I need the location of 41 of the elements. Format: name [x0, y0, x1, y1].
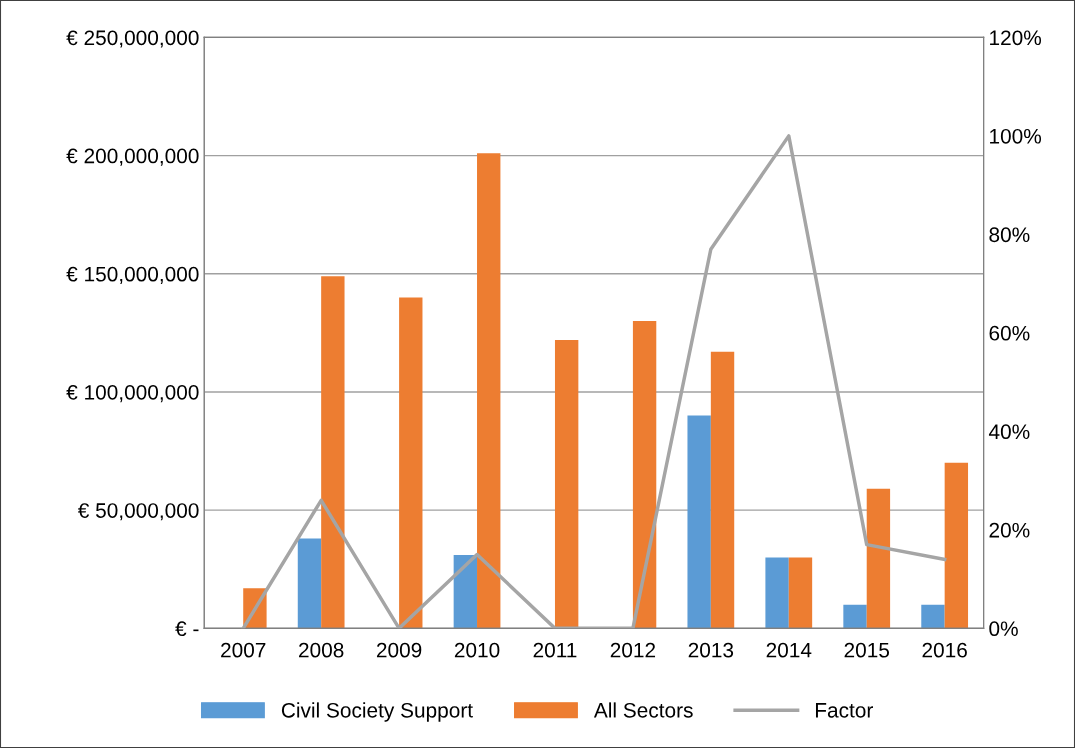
y-tick-label: € 150,000,000	[66, 266, 199, 284]
bar	[453, 555, 478, 629]
y-tick-label: € 200,000,000	[66, 148, 199, 166]
bar	[866, 488, 891, 629]
bar	[765, 557, 789, 629]
y-tick-label: € 100,000,000	[66, 384, 199, 403]
x-tick-label: 2008	[299, 642, 344, 658]
x-tick-label: 2007	[221, 642, 266, 658]
bar	[399, 297, 423, 629]
legend-label: All Sectors	[593, 702, 693, 718]
y2-tick-label: 120%	[990, 30, 1042, 46]
bar	[788, 557, 813, 629]
bar	[921, 604, 945, 629]
y-tick-label: € -	[175, 621, 199, 637]
y2-tick-label: 20%	[989, 522, 1030, 538]
x-tick-label: 2015	[844, 642, 890, 658]
x-tick-label: 2014	[766, 642, 812, 658]
y-tick-label: € 50,000,000	[77, 503, 199, 521]
legend-label: Civil Society Support	[281, 702, 473, 722]
y2-tick-label: 80%	[989, 227, 1030, 243]
x-tick-label: 2010	[454, 642, 500, 658]
bar	[687, 415, 711, 629]
x-tick-label: 2011	[533, 642, 577, 658]
bar	[632, 321, 657, 629]
x-tick-label: 2009	[376, 642, 422, 658]
bar	[554, 339, 579, 629]
x-tick-label: 2016	[922, 642, 967, 658]
bar	[297, 538, 322, 629]
bar	[321, 276, 345, 629]
bar	[843, 604, 867, 629]
y2-tick-label: 60%	[989, 325, 1030, 341]
x-tick-label: 2013	[688, 642, 734, 658]
y2-tick-label: 0%	[989, 621, 1018, 637]
x-tick-label: 2012	[610, 642, 656, 658]
bar	[710, 351, 735, 629]
legend-label: Factor	[815, 703, 873, 718]
bar	[477, 153, 501, 629]
bar	[944, 462, 969, 629]
y2-tick-label: 40%	[988, 424, 1030, 440]
y-tick-label: € 250,000,000	[66, 30, 199, 48]
y2-tick-label: 100%	[990, 128, 1042, 144]
